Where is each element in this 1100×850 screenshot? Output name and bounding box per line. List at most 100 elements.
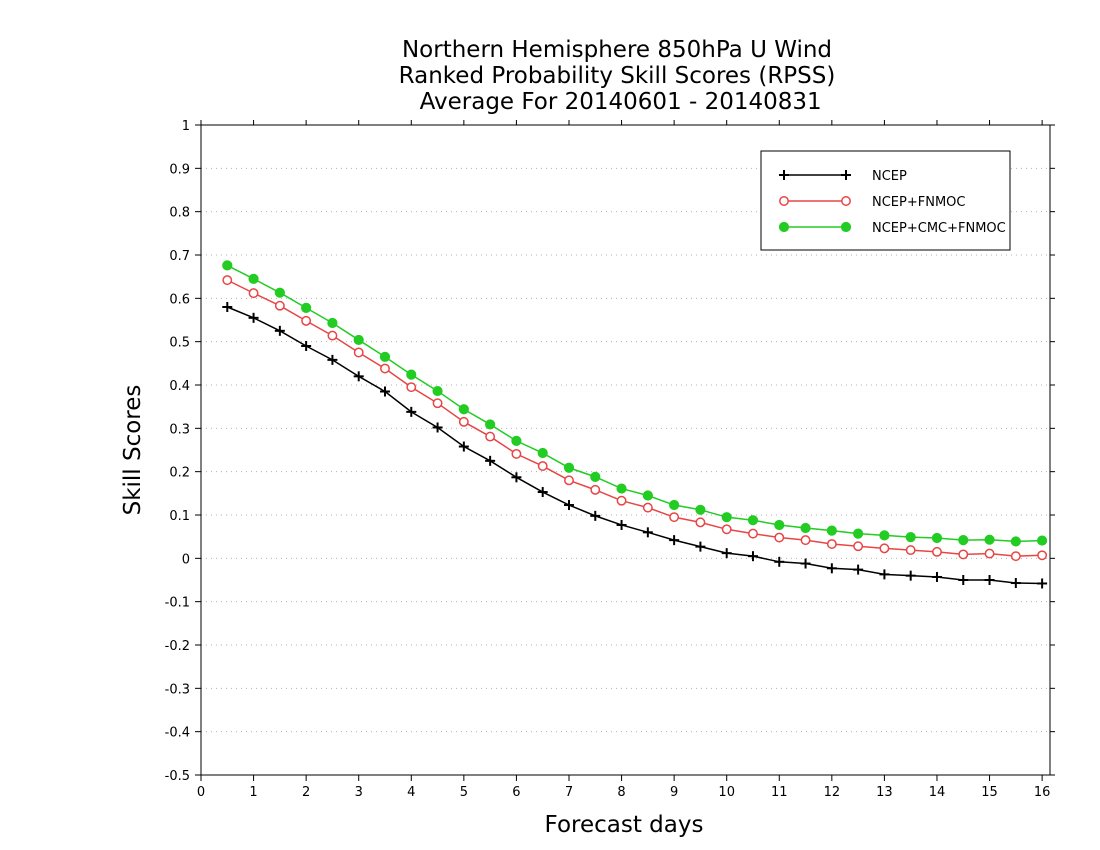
data-point (248, 288, 259, 299)
data-point (1037, 578, 1048, 589)
data-point (458, 441, 469, 452)
chart-title: Northern Hemisphere 850hPa U Wind Ranked… (399, 37, 836, 115)
x-tick-label: 9 (670, 785, 678, 800)
data-point (642, 527, 653, 538)
data-point (642, 502, 653, 513)
data-point (826, 563, 837, 574)
data-point (774, 532, 785, 543)
data-point (879, 530, 890, 541)
legend-item: NCEP (779, 169, 907, 184)
data-point (1010, 536, 1021, 547)
legend-marker (778, 221, 790, 233)
legend-item: NCEP+FNMOC (779, 195, 965, 210)
data-point (616, 495, 627, 506)
data-point (721, 548, 732, 559)
data-point (511, 448, 522, 459)
data-point (432, 398, 443, 409)
data-point (563, 500, 574, 511)
data-point (379, 386, 390, 397)
plot-frame (200, 124, 1051, 776)
data-point (905, 545, 916, 556)
legend-marker (779, 196, 789, 206)
title-line-2: Ranked Probability Skill Scores (RPSS) (399, 63, 836, 89)
data-point (353, 371, 364, 382)
legend-item: NCEP+CMC+FNMOC (778, 221, 1006, 236)
x-tick-label: 14 (929, 785, 946, 800)
data-point (432, 385, 443, 397)
x-tick-label: 10 (718, 785, 735, 800)
data-point (301, 302, 312, 313)
y-tick-label: 0.7 (169, 249, 190, 264)
y-tick-label: 0 (182, 552, 190, 567)
data-point (774, 556, 785, 567)
x-tick-label: 5 (460, 785, 468, 800)
data-point (800, 535, 811, 546)
data-point (1037, 550, 1048, 561)
y-tick-label: 0.5 (169, 336, 190, 351)
legend-label: NCEP (872, 169, 907, 184)
y-tick-label: -0.2 (165, 639, 190, 654)
series-line (226, 279, 1043, 557)
data-point (353, 334, 364, 346)
data-point (669, 499, 680, 511)
x-tick-label: 0 (197, 785, 205, 800)
data-point (826, 525, 837, 536)
y-tick-label: -0.3 (165, 682, 190, 697)
data-point (485, 431, 496, 442)
data-point (616, 483, 627, 494)
data-point (853, 564, 864, 575)
data-point (222, 302, 233, 312)
data-point (669, 512, 680, 523)
data-point (353, 347, 364, 358)
data-point (274, 325, 285, 336)
data-point (984, 534, 995, 545)
data-point (695, 541, 706, 552)
data-point (748, 528, 758, 539)
data-point (406, 406, 417, 417)
legend-label: NCEP+CMC+FNMOC (872, 221, 1006, 236)
y-tick-label: 0.9 (169, 162, 190, 177)
data-point (774, 519, 785, 531)
data-point (984, 575, 995, 585)
data-point (327, 330, 338, 341)
data-point (537, 461, 548, 471)
data-point (800, 558, 811, 569)
data-point (853, 541, 864, 552)
data-point (301, 315, 312, 326)
data-point (458, 404, 469, 415)
y-tick-label: 1 (182, 119, 190, 134)
series-ncep-cmc-fnmoc (222, 260, 1048, 547)
data-point (721, 524, 732, 535)
data-point (327, 354, 338, 365)
data-point (590, 471, 601, 482)
data-point (932, 546, 942, 557)
grid-lines (201, 167, 1050, 733)
series-ncep (222, 302, 1048, 589)
data-point (695, 517, 706, 528)
data-point (564, 475, 574, 486)
data-point (642, 490, 653, 501)
y-tick-label: -0.5 (165, 769, 190, 784)
x-tick-label: 6 (512, 785, 520, 800)
data-point (590, 484, 601, 495)
x-tick-label: 3 (355, 785, 363, 800)
legend-marker (840, 221, 852, 233)
data-point (958, 575, 969, 585)
legend: NCEP NCEP+FNMOC NCEP+CMC+FNMOC (760, 150, 1011, 251)
data-point (590, 510, 601, 521)
legend-marker (841, 170, 851, 180)
data-point (958, 535, 969, 546)
series-layer (222, 260, 1048, 589)
data-point (905, 570, 916, 581)
data-point (800, 522, 811, 534)
data-point (1037, 535, 1048, 546)
data-point (406, 382, 417, 393)
data-point (905, 532, 916, 543)
y-axis-label: Skill Scores (120, 385, 146, 516)
data-point (511, 472, 522, 483)
data-point (222, 275, 233, 286)
data-point (747, 551, 758, 562)
x-tick-label: 4 (407, 785, 415, 800)
data-point (853, 528, 864, 539)
